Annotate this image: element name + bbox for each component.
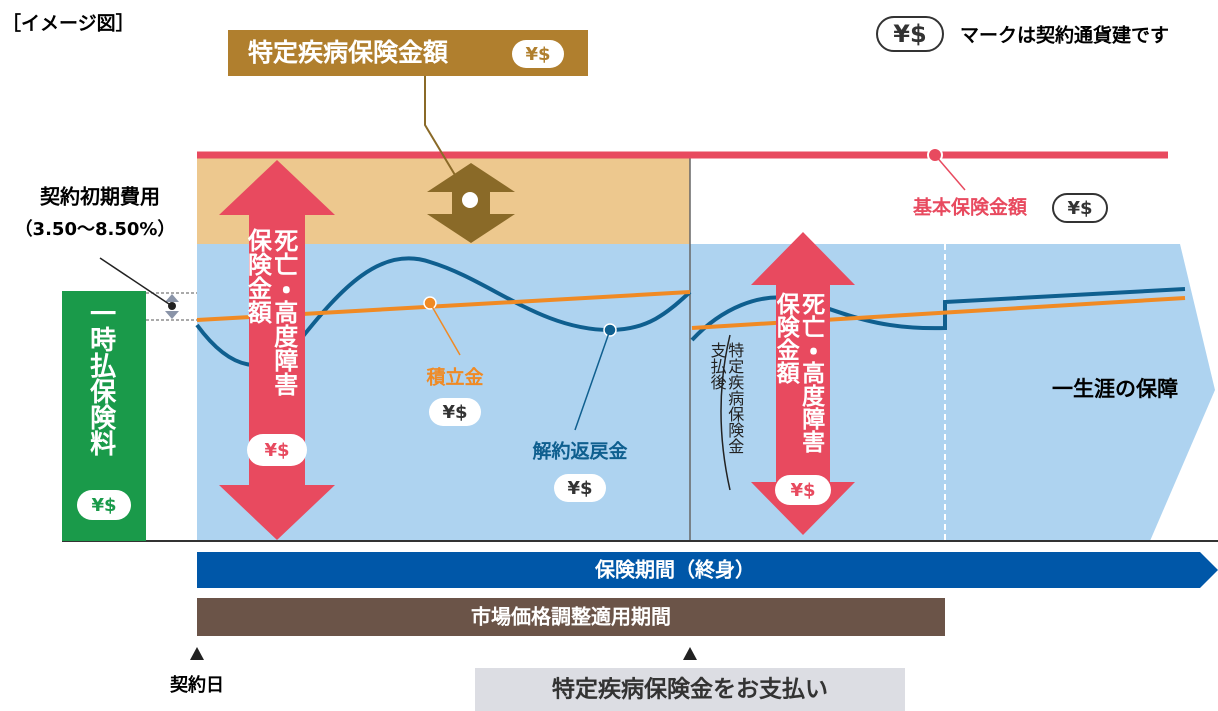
dot — [460, 190, 480, 210]
lifetime-label: 一生涯の保障 — [1052, 377, 1178, 401]
currency-mark: ¥$ — [893, 20, 926, 48]
currency-badge — [247, 434, 307, 466]
currency-badge — [775, 475, 831, 505]
image-label: ［イメージ図］ — [2, 12, 135, 35]
currency-badge — [77, 490, 131, 520]
premium-label: 一時払保険料 — [85, 300, 116, 456]
contract-date: 契約日 — [170, 674, 224, 696]
period-label: 保険期間（終身） — [594, 558, 755, 582]
basic-label: 基本保険金額 — [912, 196, 1028, 219]
leader — [934, 154, 966, 191]
reserve-label: 積立金 — [426, 366, 483, 389]
after-label: 特定疾病保険金支払後 — [707, 342, 745, 454]
currency-badge — [512, 40, 564, 68]
currency-mark: ¥$ — [525, 44, 550, 65]
mva-label: 市場価格調整適用期間 — [471, 605, 671, 629]
death-arrow — [219, 160, 335, 540]
title: 特定疾病保険金額 — [248, 38, 449, 67]
leader — [429, 302, 461, 356]
coverage-area — [197, 244, 1215, 541]
currency-mark: ¥$ — [790, 480, 815, 501]
arrow — [165, 311, 179, 319]
currency-mark: ¥$ — [264, 440, 289, 461]
period-bar — [197, 552, 1218, 588]
currency-mark: ¥$ — [91, 495, 116, 516]
legend-text: マークは契約通貨建です — [960, 24, 1169, 47]
cost-range: （3.50〜8.50%） — [15, 219, 176, 240]
death-label: 死亡・高度障害保険金額 — [243, 228, 298, 396]
mva-bar — [197, 598, 945, 636]
paren — [720, 334, 731, 491]
currency-badge — [876, 16, 944, 52]
surrender-label: 解約返戻金 — [532, 440, 627, 463]
reserve-line — [691, 296, 1186, 330]
marker — [190, 647, 204, 660]
death-arrow — [751, 232, 855, 535]
currency-badge — [429, 398, 481, 426]
currency-badge — [1052, 193, 1108, 223]
cost-title: 契約初期費用 — [40, 185, 160, 209]
arrow — [165, 294, 179, 302]
leader — [424, 76, 471, 201]
dot — [168, 302, 176, 310]
currency-mark: ¥$ — [1067, 198, 1092, 219]
leader — [99, 257, 173, 307]
marker — [683, 647, 697, 660]
currency-badge — [554, 474, 606, 502]
currency-mark: ¥$ — [567, 478, 592, 499]
event-box — [475, 668, 905, 711]
leader — [574, 329, 611, 431]
event-label: 特定疾病保険金をお支払い — [552, 676, 828, 703]
currency-mark: ¥$ — [442, 402, 467, 423]
death-label: 死亡・高度障害保険金額 — [772, 292, 824, 453]
